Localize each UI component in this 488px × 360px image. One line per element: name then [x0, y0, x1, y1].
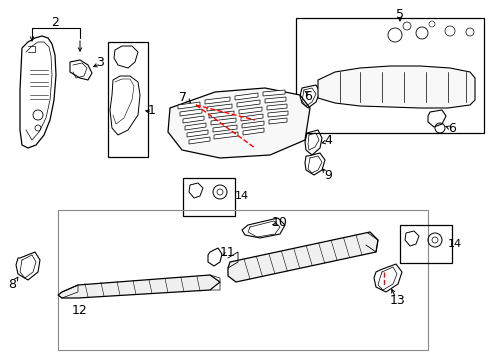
Polygon shape	[58, 275, 220, 298]
Polygon shape	[189, 137, 209, 144]
Polygon shape	[242, 121, 264, 128]
Text: 12: 12	[72, 303, 88, 316]
Bar	[183, 178, 235, 216]
Polygon shape	[267, 111, 287, 117]
Text: 3: 3	[96, 55, 104, 68]
Polygon shape	[243, 128, 264, 135]
Polygon shape	[237, 100, 260, 107]
Polygon shape	[210, 118, 236, 125]
Polygon shape	[266, 104, 286, 110]
Polygon shape	[239, 107, 262, 114]
Bar	[295, 18, 483, 133]
Polygon shape	[186, 130, 207, 137]
Text: 7: 7	[179, 90, 186, 104]
Bar	[58, 210, 427, 350]
Polygon shape	[208, 111, 234, 118]
Polygon shape	[264, 97, 285, 103]
Polygon shape	[235, 93, 258, 100]
Polygon shape	[317, 66, 474, 108]
Polygon shape	[263, 90, 285, 96]
Text: 11: 11	[220, 246, 235, 258]
Polygon shape	[184, 123, 205, 130]
Text: 6: 6	[304, 90, 311, 103]
Bar	[108, 42, 148, 157]
Bar	[399, 225, 451, 263]
Polygon shape	[268, 118, 286, 124]
Text: 5: 5	[395, 8, 403, 21]
Polygon shape	[178, 102, 200, 109]
Text: 4: 4	[324, 134, 331, 147]
Polygon shape	[241, 114, 263, 121]
Text: 14: 14	[234, 191, 248, 201]
Text: 6: 6	[447, 122, 455, 135]
Polygon shape	[213, 125, 237, 132]
Polygon shape	[183, 116, 203, 123]
Polygon shape	[204, 97, 229, 104]
Text: 13: 13	[389, 293, 405, 306]
Text: 8: 8	[8, 279, 16, 292]
Polygon shape	[227, 232, 377, 282]
Text: 2: 2	[51, 15, 59, 28]
Polygon shape	[180, 109, 202, 116]
Text: 14: 14	[447, 239, 461, 249]
Text: 1: 1	[148, 104, 156, 117]
Polygon shape	[168, 88, 309, 158]
Polygon shape	[214, 132, 238, 139]
Text: 9: 9	[324, 168, 331, 181]
Polygon shape	[206, 104, 231, 111]
Text: 10: 10	[271, 216, 287, 229]
